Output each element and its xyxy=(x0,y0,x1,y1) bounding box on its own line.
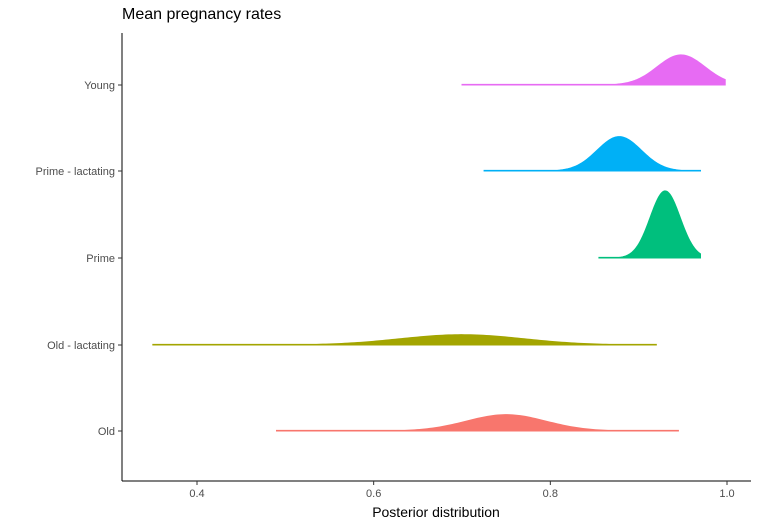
density-old-lactating xyxy=(152,334,657,346)
y-tick-label: Old xyxy=(98,426,115,438)
x-tick-label: 0.8 xyxy=(543,488,558,500)
x-tick-label: 1.0 xyxy=(719,488,734,500)
x-tick-label: 0.4 xyxy=(189,488,204,500)
y-tick-label: Old - lactating xyxy=(47,340,115,352)
y-ticks: Old Old - lactating Prime Prime - lactating… xyxy=(36,80,122,438)
chart-title: Mean pregnancy rates xyxy=(122,6,282,23)
x-ticks: 0.4 0.6 0.8 1.0 xyxy=(189,481,735,500)
x-tick-label: 0.6 xyxy=(366,488,381,500)
density-old xyxy=(276,414,679,432)
density-young xyxy=(461,54,726,86)
axes xyxy=(121,33,751,482)
y-tick-label: Prime - lactating xyxy=(36,166,115,178)
x-axis-title: Posterior distribution xyxy=(372,504,500,520)
y-tick-label: Prime xyxy=(86,253,115,265)
density-prime xyxy=(598,190,701,259)
density-ridges xyxy=(152,54,726,432)
density-prime-lactating xyxy=(483,136,701,172)
y-tick-label: Young xyxy=(84,80,115,92)
